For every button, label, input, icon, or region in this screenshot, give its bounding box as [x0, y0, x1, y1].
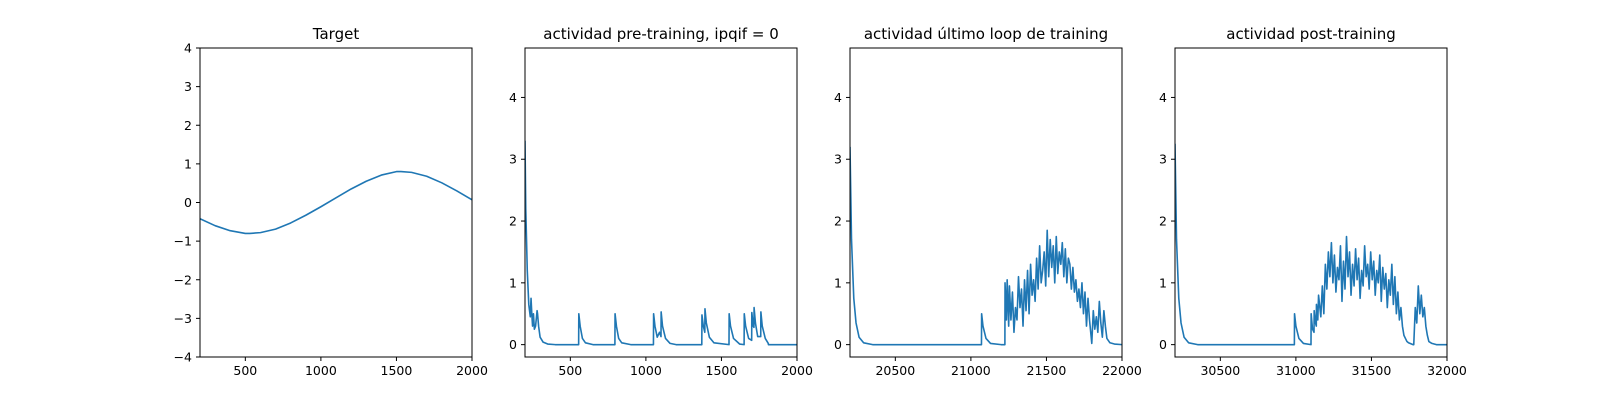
plot-frame [849, 47, 1123, 358]
x-tick-label: 2000 [456, 363, 488, 378]
y-tick-label: 4 [834, 90, 842, 105]
x-tick-label: 1500 [381, 363, 413, 378]
chart-panel-1: 500 1000 1500 2000 −4 −3 −2 −1 0 1 2 3 4 Target [174, 25, 488, 378]
y-tick-label: 2 [509, 214, 517, 229]
y-tick-label: 3 [834, 152, 842, 167]
plot-frame [524, 47, 798, 358]
series-line-2-1 [525, 140, 797, 346]
plot-frame [1174, 47, 1448, 358]
y-tick-label: −1 [174, 234, 192, 249]
y-tick-label: 0 [834, 337, 842, 352]
series-line-3-1 [850, 146, 1122, 346]
chart-title: actividad post-training [1226, 25, 1395, 43]
chart-panel-4: 30500 31000 31500 32000 0 1 2 3 4 actividad post-… [1159, 25, 1467, 378]
series-line-1-1 [200, 170, 472, 235]
chart-panel-3: 20500 21000 21500 22000 0 1 2 3 4 actividad últim… [834, 25, 1142, 378]
y-tick-label: 0 [509, 337, 517, 352]
y-tick-label: 4 [184, 41, 192, 56]
chart-title: actividad pre-training, ipqif = 0 [543, 25, 779, 43]
y-tick-label: 3 [1159, 152, 1167, 167]
y-tick-label: 0 [1159, 337, 1167, 352]
x-tick-label: 31500 [1352, 363, 1392, 378]
x-tick-label: 2000 [781, 363, 813, 378]
series-line-4-1 [1175, 143, 1447, 346]
y-tick-label: 4 [509, 90, 517, 105]
y-tick-label: 2 [184, 118, 192, 133]
y-tick-label: −2 [174, 272, 192, 287]
plot-frame [199, 47, 473, 358]
x-tick-label: 31000 [1276, 363, 1316, 378]
x-tick-label: 21000 [951, 363, 991, 378]
y-tick-label: 1 [509, 275, 517, 290]
y-tick-label: 1 [834, 275, 842, 290]
chart-panel-2: 500 1000 1500 2000 0 1 2 3 4 actividad pre-traini… [509, 25, 813, 378]
y-tick-label: 4 [1159, 90, 1167, 105]
y-tick-label: −3 [174, 311, 192, 326]
y-tick-label: 2 [1159, 214, 1167, 229]
y-tick-label: 1 [1159, 275, 1167, 290]
x-tick-label: 22000 [1102, 363, 1142, 378]
y-tick-label: 2 [834, 214, 842, 229]
x-tick-label: 21500 [1027, 363, 1067, 378]
y-tick-label: 0 [184, 195, 192, 210]
x-tick-label: 500 [558, 363, 582, 378]
x-tick-label: 500 [233, 363, 257, 378]
y-tick-label: −4 [174, 350, 192, 365]
x-tick-label: 1000 [630, 363, 662, 378]
x-tick-label: 32000 [1427, 363, 1467, 378]
x-tick-label: 20500 [875, 363, 915, 378]
chart-title: actividad último loop de training [864, 25, 1108, 43]
y-tick-label: 3 [184, 79, 192, 94]
y-tick-label: 3 [509, 152, 517, 167]
chart-title: Target [312, 25, 360, 43]
x-tick-label: 1500 [706, 363, 738, 378]
x-tick-label: 30500 [1200, 363, 1240, 378]
y-tick-label: 1 [184, 156, 192, 171]
x-tick-label: 1000 [305, 363, 337, 378]
